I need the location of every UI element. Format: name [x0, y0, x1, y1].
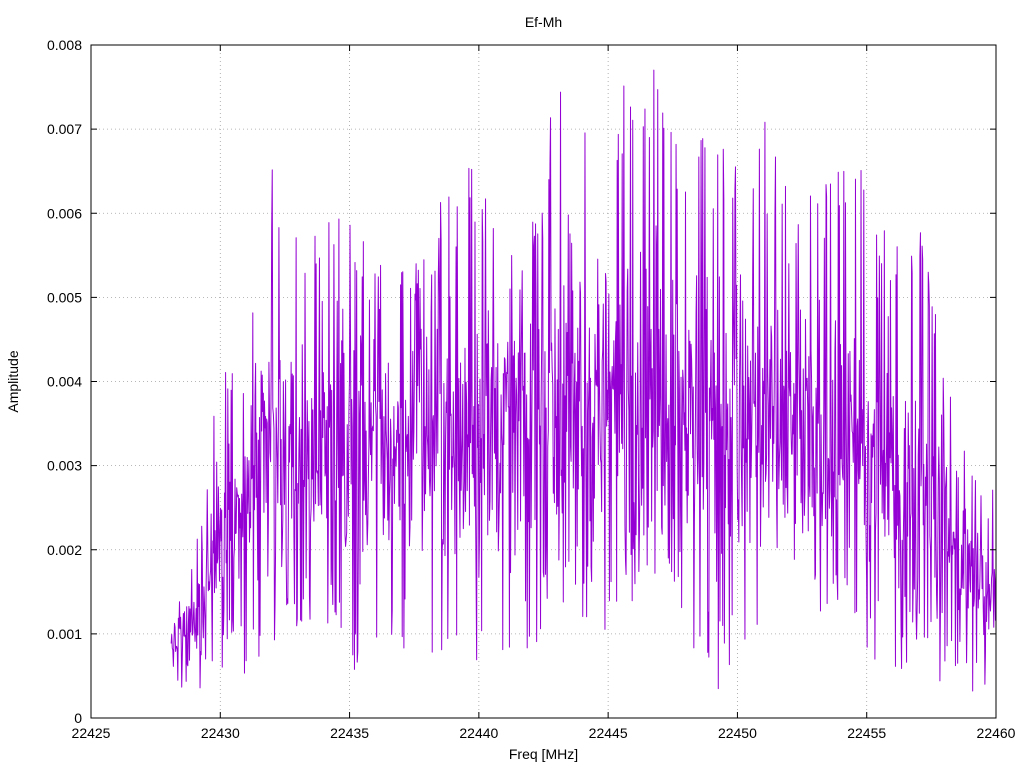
y-tick-label: 0	[74, 710, 82, 726]
x-tick-label: 22425	[72, 725, 111, 741]
y-tick-label: 0.005	[47, 289, 82, 305]
chart-title: Ef-Mh	[525, 14, 562, 30]
x-tick-label: 22440	[459, 725, 498, 741]
x-axis-label: Freq [MHz]	[509, 746, 578, 762]
y-tick-label: 0.002	[47, 542, 82, 558]
x-tick-label: 22460	[977, 725, 1016, 741]
x-tick-label: 22450	[718, 725, 757, 741]
series-line	[170, 69, 997, 692]
y-tick-label: 0.003	[47, 458, 82, 474]
x-tick-label: 22445	[589, 725, 628, 741]
ticks	[90, 44, 997, 719]
y-tick-label: 0.004	[47, 374, 82, 390]
tick-labels: 22425 22430 22435 22440 22445 22450 22455 22460…	[47, 37, 1016, 741]
y-tick-label: 0.008	[47, 37, 82, 53]
series-layer	[170, 69, 997, 692]
x-tick-label: 22455	[847, 725, 886, 741]
y-tick-label: 0.001	[47, 626, 82, 642]
x-tick-label: 22430	[201, 725, 240, 741]
y-tick-label: 0.006	[47, 205, 82, 221]
y-axis-label: Amplitude	[5, 350, 21, 412]
x-tick-label: 22435	[330, 725, 369, 741]
y-tick-label: 0.007	[47, 121, 82, 137]
